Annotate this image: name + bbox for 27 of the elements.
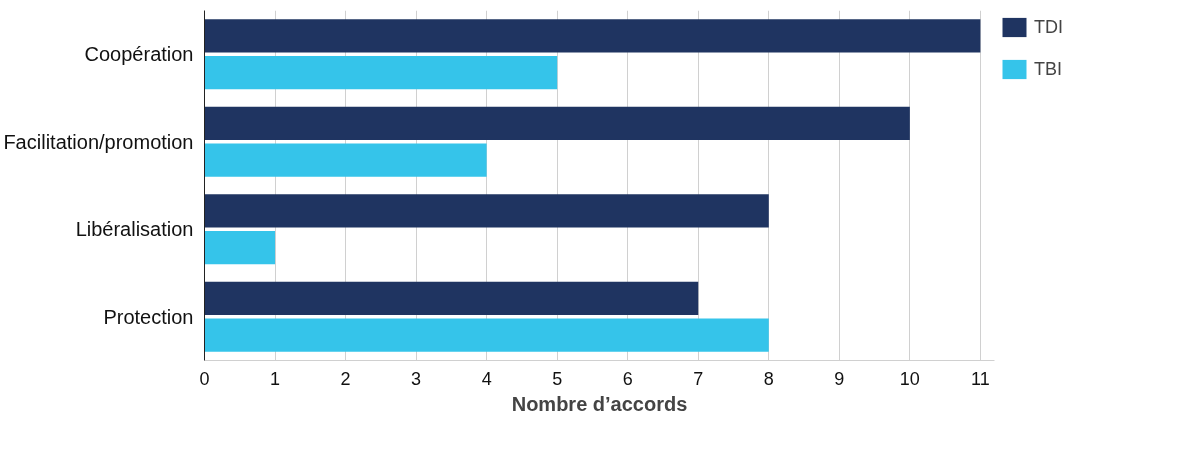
y-tick-label: Facilitation/promotion — [3, 130, 194, 153]
y-tick-label: Libéralisation — [75, 218, 194, 241]
bar — [204, 231, 276, 265]
x-tick-label: 6 — [622, 368, 633, 389]
bar — [204, 19, 981, 53]
x-tick-label: 10 — [899, 368, 920, 389]
x-axis-title: Nombre d’accords — [511, 392, 688, 415]
x-tick-label: 9 — [834, 368, 845, 389]
x-tick-label: 1 — [270, 368, 281, 389]
x-tick-label: 3 — [411, 368, 422, 389]
bar — [204, 194, 769, 228]
x-tick-label: 0 — [199, 368, 210, 389]
x-tick-label: 8 — [763, 368, 774, 389]
bar — [204, 56, 558, 90]
y-tick-label: Coopération — [84, 43, 194, 66]
y-tick-label: Protection — [103, 305, 194, 328]
bar — [204, 318, 769, 352]
x-tick-label: 4 — [481, 368, 492, 389]
legend-label: TDI — [1034, 16, 1063, 38]
x-tick-label: 11 — [971, 368, 990, 389]
bar — [204, 143, 487, 177]
x-tick-label: 7 — [693, 368, 704, 389]
x-tick-label: 2 — [340, 368, 351, 389]
x-tick-label: 5 — [552, 368, 563, 389]
legend-label: TBI — [1034, 58, 1063, 80]
bar — [204, 281, 699, 315]
bar — [204, 106, 910, 140]
